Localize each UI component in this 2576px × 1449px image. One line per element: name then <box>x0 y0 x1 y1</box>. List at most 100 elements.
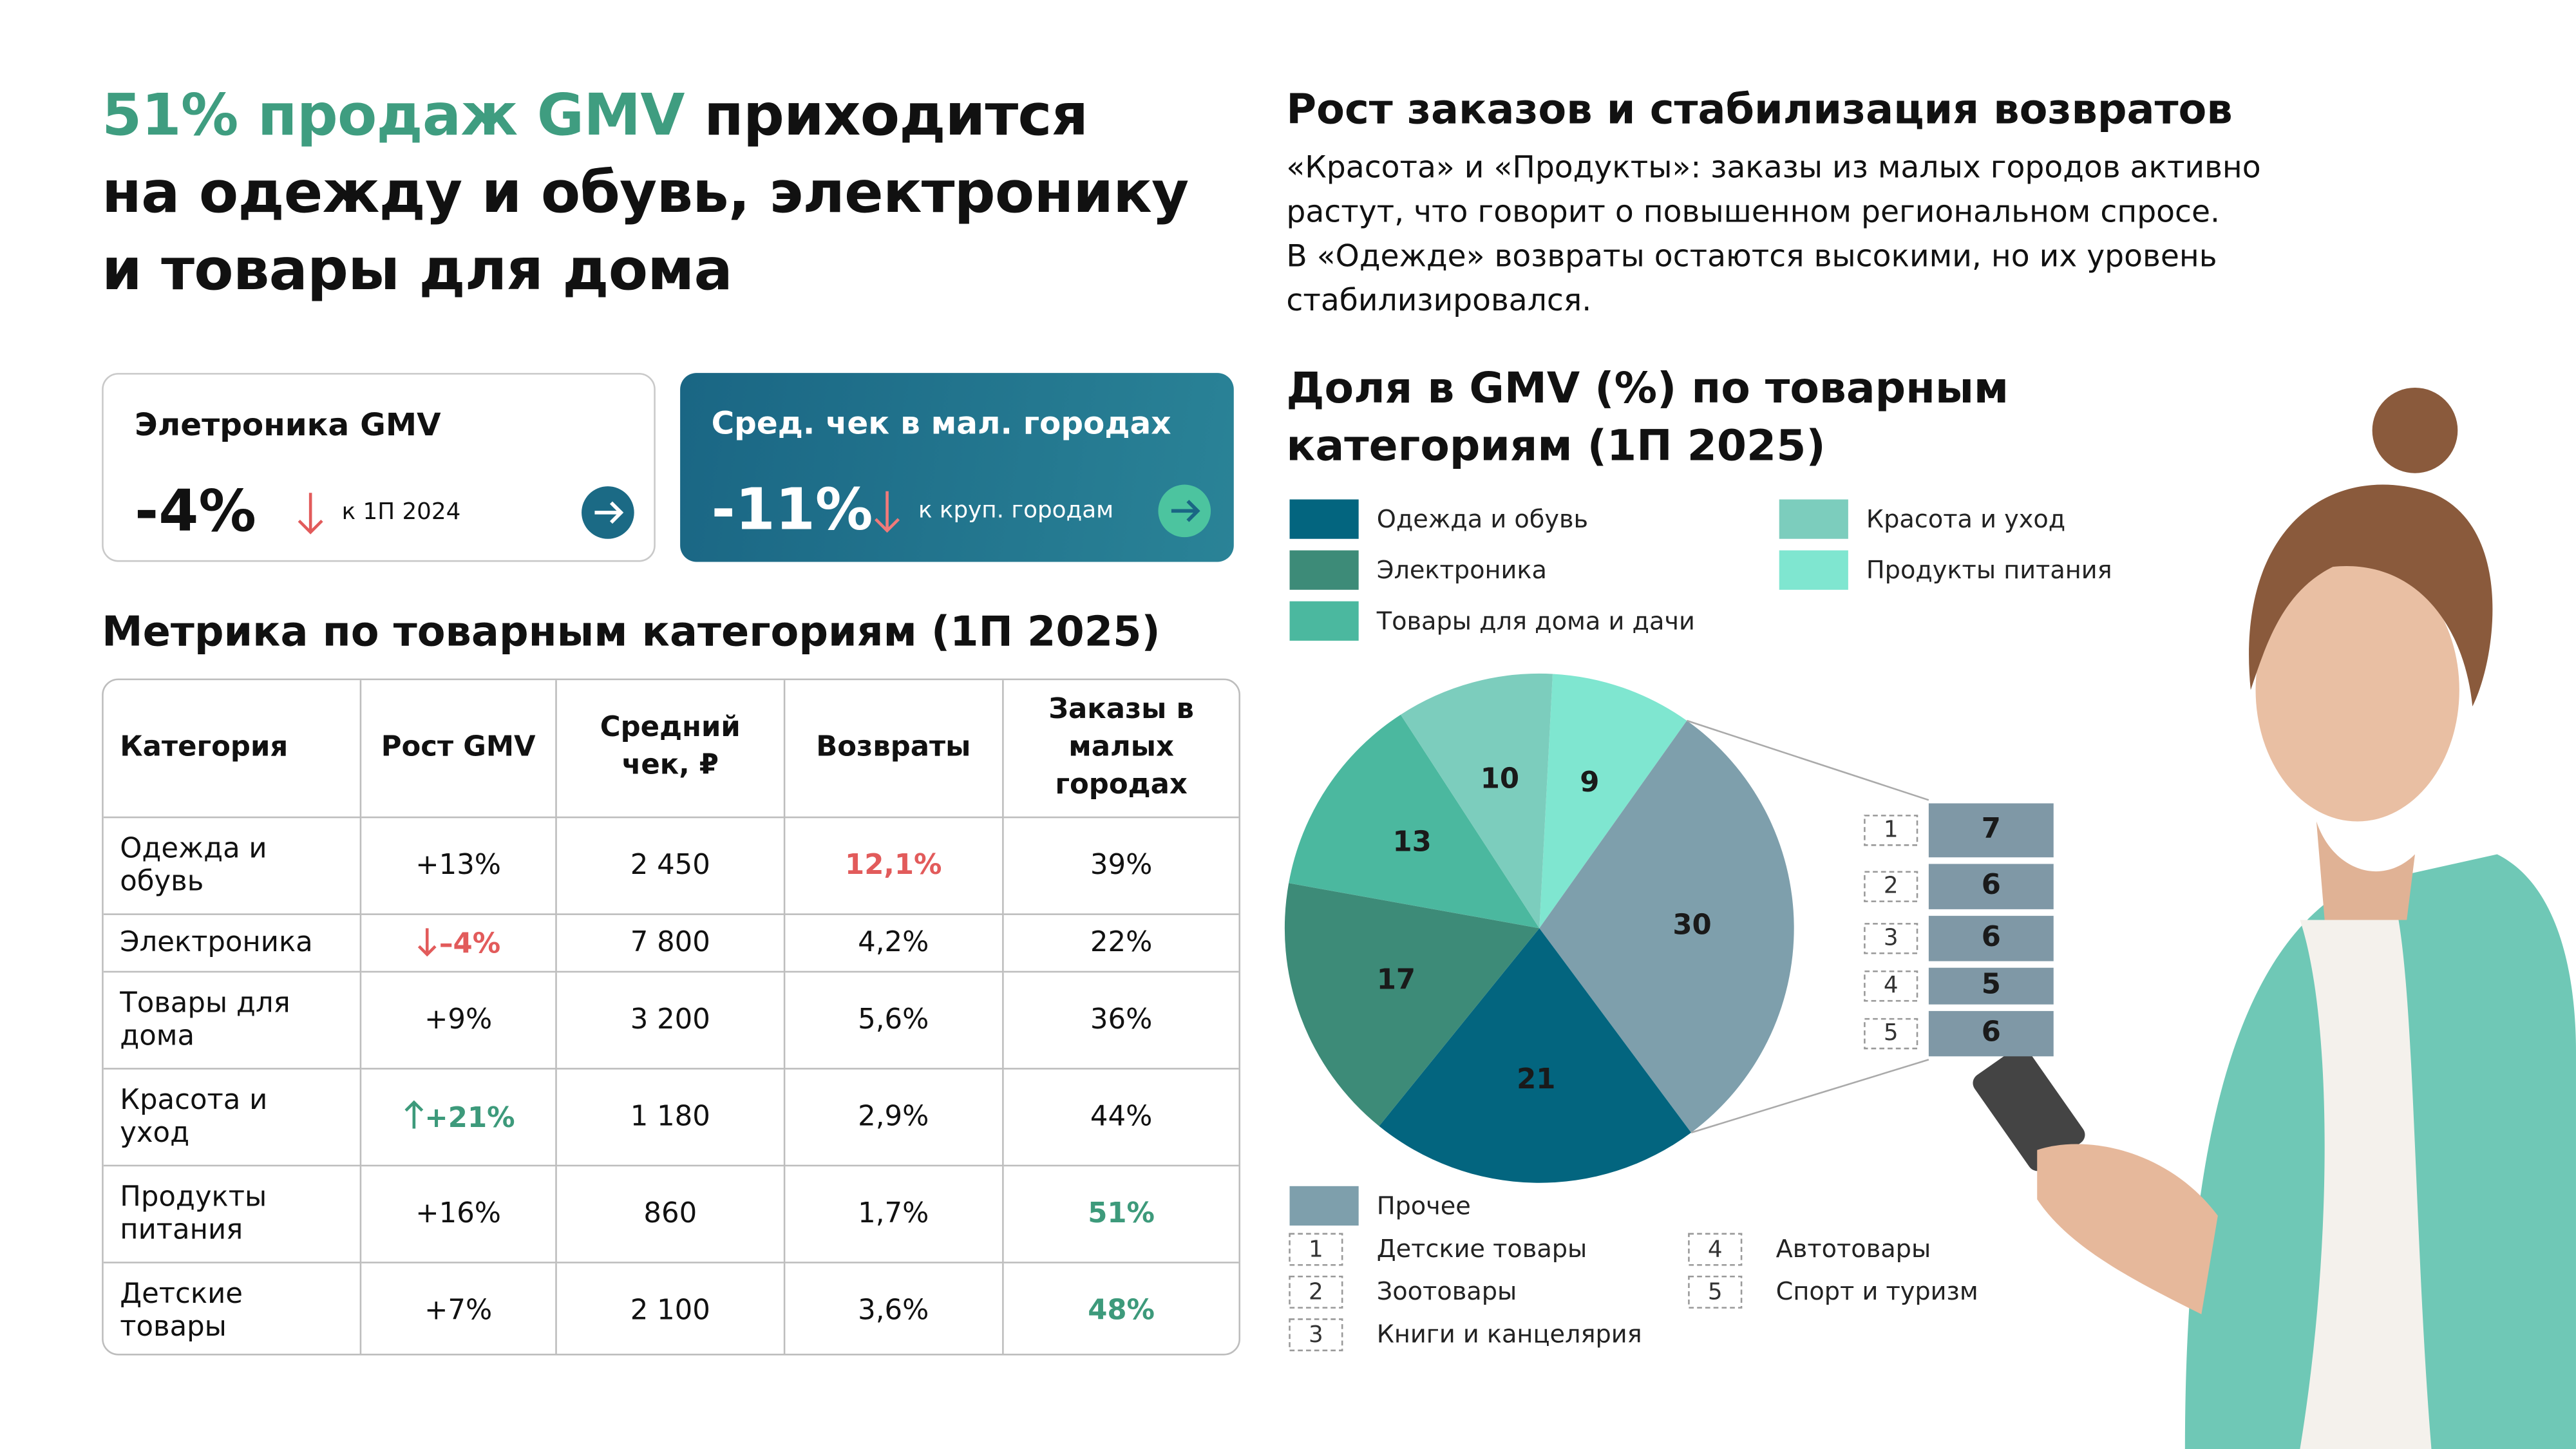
table-cell: +16% <box>359 1164 558 1263</box>
table-frame: Категория Рост GMV Средний чек, ₽ Возвраты З… <box>102 678 1241 1356</box>
table-cell: 44% <box>1002 1066 1239 1166</box>
key-label: 1 <box>1309 1236 1323 1262</box>
breakdown-bar <box>1928 864 2054 909</box>
legend-label: Автотовары <box>1776 1235 1931 1264</box>
slice-label: 30 <box>1672 909 1711 941</box>
cell-text: 1,7% <box>858 1197 929 1230</box>
legend-label: Электроника <box>1377 556 1547 585</box>
breakdown-label: 6 <box>1982 1016 2001 1048</box>
key-box <box>1864 970 1918 1002</box>
key-label: 3 <box>1884 924 1899 951</box>
table-cell: 860 <box>556 1164 785 1263</box>
pie-slice <box>1379 928 1692 1183</box>
connector <box>1686 719 1929 801</box>
pie-slice <box>1539 674 1687 929</box>
slice-label: 17 <box>1377 964 1416 996</box>
table-cell: 36% <box>1002 970 1239 1069</box>
cell-text: +13% <box>415 848 502 882</box>
cell-text: Товары для дома <box>120 986 290 1052</box>
headline-line: и товары для дома <box>102 238 733 304</box>
table-row: Одежда и обувь +13% 2 450 12,1% 39% <box>103 815 1239 914</box>
illustration <box>1973 388 2576 1449</box>
key-label: 5 <box>1708 1279 1723 1305</box>
key-label: 3 <box>1309 1321 1323 1348</box>
table-cell: 5,6% <box>782 970 1004 1069</box>
cell-text: Электроника <box>120 925 313 959</box>
legend-label: Детские товары <box>1377 1235 1587 1264</box>
key-label: 2 <box>1309 1279 1323 1305</box>
headline-line: на одежду и обувь, электронику <box>102 160 1189 227</box>
cell-text: 12,1% <box>845 848 942 882</box>
header-cell: Заказы в малых городах <box>1002 680 1239 818</box>
table-row: Продукты питания +16% 860 1,7% 51% <box>103 1164 1239 1263</box>
breakdown-bar <box>1928 803 2054 858</box>
legend-label: Книги и канцелярия <box>1377 1320 1642 1349</box>
cell-text: 860 <box>643 1197 697 1230</box>
key-label: 1 <box>1884 816 1899 842</box>
table-cell: Товары для дома <box>103 970 361 1069</box>
paragraph: «Красота» и «Продукты»: заказы из малых … <box>1286 151 2261 231</box>
table-cell: +21% <box>359 1066 558 1166</box>
table-cell: 12,1% <box>782 815 1004 914</box>
legend-label: Прочее <box>1377 1191 1471 1220</box>
kpi-card: Сред. чек в мал. городах -11% к круп. го… <box>680 373 1234 562</box>
slice-label: 21 <box>1517 1063 1555 1095</box>
table-row: Электроника –4% 7 800 4,2% 22% <box>103 913 1239 972</box>
card-title: Сред. чек в мал. городах <box>711 406 1171 442</box>
header-cell: Возвраты <box>782 680 1004 818</box>
card-button[interactable] <box>580 485 636 541</box>
insight-body: «Красота» и «Продукты»: заказы из малых … <box>1286 146 2387 324</box>
breakdown-bar <box>1928 916 2054 961</box>
key-label: 4 <box>1708 1236 1723 1262</box>
table-title: Метрика по товарным категориям (1П 2025) <box>102 607 1160 656</box>
header-cell: Категория <box>103 680 361 818</box>
legend-label: Зоотовары <box>1377 1277 1517 1306</box>
cell-text: 4,2% <box>858 925 929 959</box>
metrics-table: Категория Рост GMV Средний чек, ₽ Возвраты З… <box>103 680 1239 1354</box>
breakdown-label: 7 <box>1982 813 2001 845</box>
breakdown-bar <box>1928 1010 2054 1057</box>
cell-text: 51% <box>1088 1197 1155 1230</box>
table-cell: 22% <box>1002 913 1239 972</box>
header-cell: Средний чек, ₽ <box>556 680 785 818</box>
card-title: Элетроника GMV <box>135 407 441 444</box>
table-cell: 2,9% <box>782 1066 1004 1166</box>
connector <box>1690 1059 1929 1133</box>
pie-slice <box>1539 721 1794 1133</box>
headline-accent: 51% продаж GMV <box>102 84 685 150</box>
card-note: к круп. городам <box>918 497 1114 524</box>
slice-label: 9 <box>1580 766 1599 799</box>
pie-slice <box>1284 883 1540 1126</box>
cell-text: Одежда и обувь <box>120 832 267 898</box>
breakdown-label: 6 <box>1982 869 2001 901</box>
table-cell: 4,2% <box>782 913 1004 972</box>
table-cell: 1 180 <box>556 1066 785 1166</box>
legend-label: Красота и уход <box>1866 505 2065 534</box>
cell-text: 3 200 <box>630 1003 710 1036</box>
trend-arrow <box>418 927 437 956</box>
cell-text: 1 180 <box>630 1099 710 1133</box>
cell-text: Детские товары <box>120 1278 243 1344</box>
card-button[interactable] <box>1157 483 1213 539</box>
cell-text: +7% <box>424 1294 493 1327</box>
cell-text: +16% <box>415 1197 502 1230</box>
table-cell: 39% <box>1002 815 1239 914</box>
headline: 51% продаж GMV приходится на одежду и об… <box>102 79 1189 310</box>
legend-label: Спорт и туризм <box>1776 1277 1978 1306</box>
key-box <box>1864 871 1918 902</box>
table-cell: +9% <box>359 970 558 1069</box>
legend-swatch <box>1779 550 1848 590</box>
paragraph: В «Одежде» возвраты остаются высокими, н… <box>1286 240 2217 319</box>
table-cell: 2 100 <box>556 1260 785 1354</box>
table-cell: +13% <box>359 815 558 914</box>
slice-label: 10 <box>1481 763 1519 795</box>
cell-text: 5,6% <box>858 1003 929 1036</box>
breakdown-label: 5 <box>1982 969 2001 1001</box>
breakdown-bar <box>1928 967 2054 1005</box>
legend-label: Одежда и обувь <box>1377 505 1588 534</box>
cell-text: 2 100 <box>630 1294 710 1327</box>
table-cell: Детские товары <box>103 1260 361 1354</box>
legend-label: Продукты питания <box>1866 556 2112 585</box>
